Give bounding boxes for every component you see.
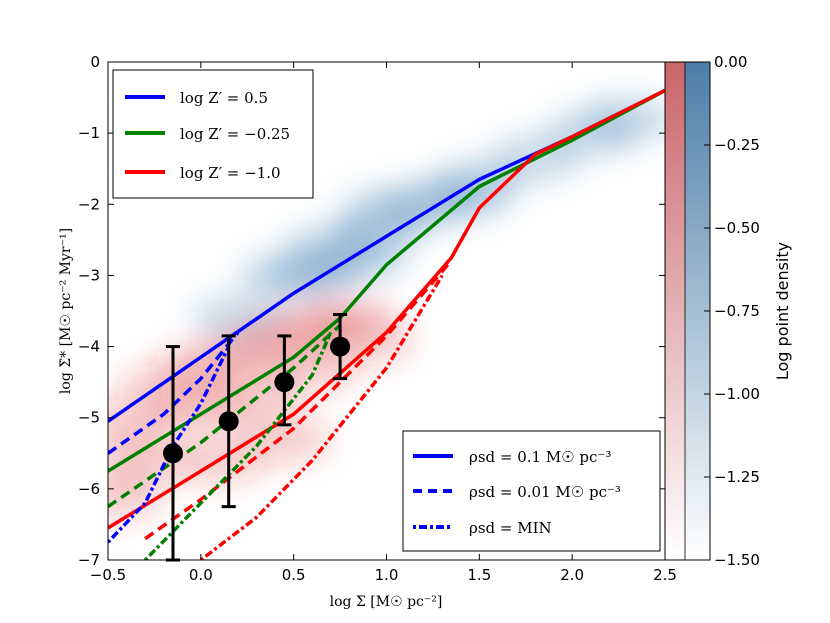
x-tick-label-1: 0.0: [189, 566, 213, 584]
x-axis-label: log Σ [M☉ pc⁻²]: [330, 594, 443, 610]
legend-label-red: log Z′ = −1.0: [180, 164, 281, 182]
y-tick-label-5: −5: [78, 409, 100, 427]
series-line-4: [108, 323, 342, 509]
x-tick-label-6: 2.5: [653, 566, 677, 584]
series-line-7: [143, 331, 333, 560]
x-axis: −0.5 0.0 0.5 1.0 1.5 2.0 2.5: [90, 62, 677, 584]
series-line-2: [108, 88, 665, 530]
y-tick-label-0: 0: [90, 53, 100, 71]
series-line-3: [108, 331, 240, 455]
x-tick-label-2: 0.5: [282, 566, 306, 584]
colorbar-tick-label-6: −1.50: [714, 551, 760, 569]
series-line-1: [108, 88, 665, 473]
colorbar-tick-label-4: −1.00: [714, 385, 760, 403]
colorbar-tick-label-2: −0.50: [714, 219, 760, 237]
x-tick-label-3: 1.0: [375, 566, 399, 584]
observation-point-0: [162, 443, 183, 464]
model-curves: [108, 88, 665, 560]
legend-label-green: log Z′ = −0.25: [180, 125, 290, 143]
observation-point-3: [330, 336, 351, 357]
colorbar-red-band: [665, 62, 685, 560]
x-tick-label-4: 1.5: [467, 566, 491, 584]
series-line-6: [108, 345, 231, 544]
y-tick-label-7: −7: [78, 551, 100, 569]
colorbar-tick-label-1: −0.25: [714, 136, 760, 154]
series-line-8: [199, 274, 444, 560]
y-tick-label-1: −1: [78, 124, 100, 142]
density-legend: ρsd = 0.1 M☉ pc⁻³ ρsd = 0.01 M☉ pc⁻³ ρsd…: [402, 430, 661, 552]
colorbar-tick-label-3: −0.75: [714, 302, 760, 320]
colorbar-tick-label-0: 0.00: [714, 53, 747, 71]
observation-points: [162, 313, 351, 562]
density-blob-0-8: [581, 94, 665, 143]
colorbar-label: Log point density: [773, 242, 792, 380]
metallicity-legend: log Z′ = 0.5 log Z′ = −0.25 log Z′ = −1.…: [112, 69, 314, 199]
y-tick-label-6: −6: [78, 480, 100, 498]
observation-point-2: [274, 372, 295, 393]
x-tick-label-0: −0.5: [90, 566, 126, 584]
density-blob-1-12: [108, 471, 164, 520]
series-line-5: [144, 263, 450, 541]
colorbar-ticks: 0.00 −0.25 −0.50 −0.75 −1.00 −1.25 −1.50: [704, 53, 760, 569]
y-tick-label-2: −2: [78, 195, 100, 213]
legend-label-dotted: ρsd = MIN: [469, 519, 552, 537]
legend-label-solid: ρsd = 0.1 M☉ pc⁻³: [469, 448, 611, 466]
legend-label-blue: log Z′ = 0.5: [180, 89, 268, 107]
colorbar-tick-label-5: −1.25: [714, 468, 760, 486]
y-tick-label-3: −3: [78, 266, 100, 284]
density-blob-0-12: [312, 237, 405, 286]
y-tick-label-4: −4: [78, 338, 100, 356]
x-tick-label-5: 2.0: [560, 566, 584, 584]
legend-label-dashed: ρsd = 0.01 M☉ pc⁻³: [469, 483, 621, 501]
y-axis: 0 −1 −2 −3 −4 −5 −6 −7: [78, 53, 665, 569]
observation-point-1: [218, 411, 239, 432]
colorbar: 0.00 −0.25 −0.50 −0.75 −1.00 −1.25 −1.50 Log p…: [664, 53, 792, 569]
y-axis-label: log Σ̇* [M☉ pc⁻² Myr⁻¹]: [58, 228, 74, 394]
